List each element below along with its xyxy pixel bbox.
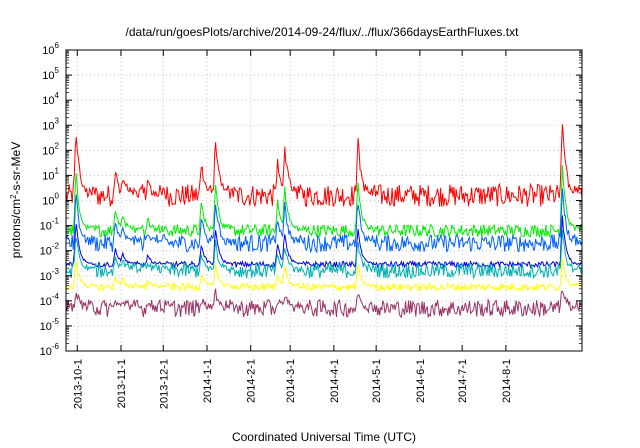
y-tick-label: 10-6 bbox=[40, 342, 60, 358]
series-line bbox=[65, 258, 583, 293]
y-tick-label: 100 bbox=[42, 192, 59, 208]
series-line bbox=[65, 165, 583, 239]
x-tick-label: 2014-7-1 bbox=[457, 359, 469, 403]
y-tick-label: 102 bbox=[42, 141, 59, 157]
series-line bbox=[65, 188, 583, 254]
y-tick-label: 10-1 bbox=[40, 217, 60, 233]
series-line bbox=[65, 288, 583, 319]
series-line bbox=[65, 230, 583, 280]
y-tick-label: 10-2 bbox=[40, 242, 60, 258]
x-tick-label: 2013-12-1 bbox=[158, 359, 170, 409]
y-axis-ticks: 10-6 10-5 10-4 10-3 10-2 10-1 100 101 102 103 104 1… bbox=[40, 41, 582, 358]
x-tick-label: 2014-2-1 bbox=[246, 359, 258, 403]
series-line bbox=[65, 124, 583, 208]
chart-title: /data/run/goesPlots/archive/2014-09-24/f… bbox=[126, 25, 520, 39]
x-tick-label: 2014-3-1 bbox=[285, 359, 297, 403]
y-tick-label: 103 bbox=[42, 116, 59, 132]
x-tick-label: 2013-10-1 bbox=[72, 359, 84, 409]
x-axis-ticks: 2013-10-1 2013-11-1 2013-12-1 2014-1-1 2014-… bbox=[72, 50, 513, 409]
y-tick-label: 10-3 bbox=[40, 267, 60, 283]
y-tick-label: 106 bbox=[42, 41, 59, 57]
x-tick-label: 2014-6-1 bbox=[415, 359, 427, 403]
y-axis-label: protons/cm2-s-sr-MeV bbox=[9, 142, 24, 258]
x-tick-label: 2013-11-1 bbox=[116, 359, 128, 408]
series-layer bbox=[65, 124, 583, 319]
y-tick-label: 10-4 bbox=[40, 292, 60, 308]
y-tick-label: 105 bbox=[42, 66, 59, 82]
series-line bbox=[65, 215, 583, 270]
y-tick-label: 104 bbox=[42, 91, 59, 107]
y-tick-label: 101 bbox=[42, 166, 59, 182]
x-tick-label: 2014-4-1 bbox=[329, 359, 341, 403]
x-tick-label: 2014-8-1 bbox=[501, 359, 513, 403]
x-tick-label: 2014-5-1 bbox=[371, 359, 383, 403]
x-tick-label: 2014-1-1 bbox=[202, 359, 214, 403]
y-tick-label: 10-5 bbox=[40, 317, 60, 333]
x-axis-label: Coordinated Universal Time (UTC) bbox=[232, 430, 416, 444]
